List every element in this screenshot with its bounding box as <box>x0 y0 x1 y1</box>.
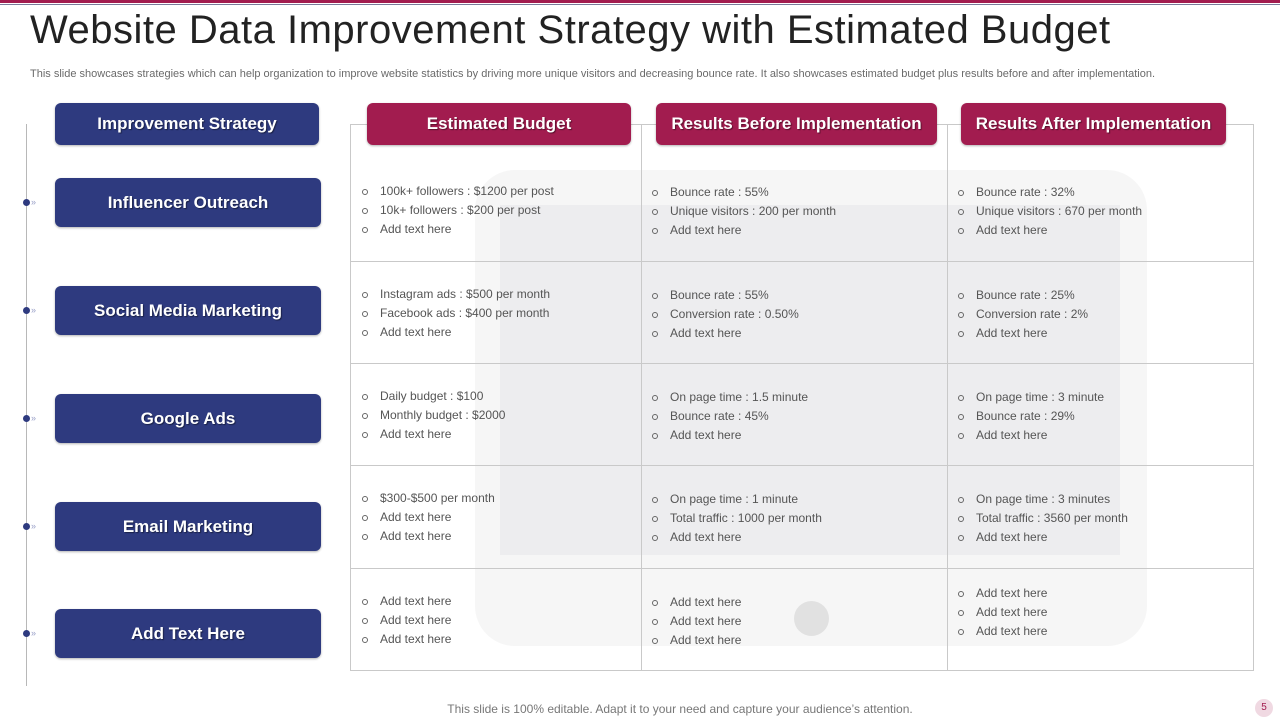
timeline-dot <box>23 199 30 206</box>
list-item: Instagram ads : $500 per month <box>360 285 550 304</box>
list-item: Add text here <box>360 508 495 527</box>
list-item: Add text here <box>360 323 550 342</box>
after-cell: On page time : 3 minutes Total traffic :… <box>956 490 1128 547</box>
list-item: Add text here <box>650 593 741 612</box>
budget-cell: 100k+ followers : $1200 per post 10k+ fo… <box>360 182 554 239</box>
after-cell: Bounce rate : 25% Conversion rate : 2% A… <box>956 286 1088 343</box>
list-item: Add text here <box>956 426 1104 445</box>
strategy-email-marketing: Email Marketing <box>55 502 321 551</box>
list-item: Add text here <box>650 426 808 445</box>
strategy-add-text-here: Add Text Here <box>55 609 321 658</box>
after-cell: On page time : 3 minute Bounce rate : 29… <box>956 388 1104 445</box>
grid-row-divider <box>350 261 1254 262</box>
list-item: Daily budget : $100 <box>360 387 505 406</box>
list-item: On page time : 1 minute <box>650 490 822 509</box>
list-item: Add text here <box>650 612 741 631</box>
list-item: 100k+ followers : $1200 per post <box>360 182 554 201</box>
header-improvement-strategy: Improvement Strategy <box>55 103 319 145</box>
grid-row-divider <box>350 363 1254 364</box>
header-results-after: Results After Implementation <box>961 103 1226 145</box>
list-item: Add text here <box>956 221 1142 240</box>
top-accent-bar <box>0 0 1280 3</box>
grid-column-divider <box>641 124 642 671</box>
grid-row-divider <box>350 465 1254 466</box>
list-item: On page time : 1.5 minute <box>650 388 808 407</box>
list-item: 10k+ followers : $200 per post <box>360 201 554 220</box>
list-item: Add text here <box>956 622 1047 641</box>
list-item: Total traffic : 3560 per month <box>956 509 1128 528</box>
list-item: Add text here <box>360 630 451 649</box>
footer-note: This slide is 100% editable. Adapt it to… <box>447 702 913 716</box>
list-item: Bounce rate : 25% <box>956 286 1088 305</box>
timeline-dot <box>23 415 30 422</box>
before-cell: Bounce rate : 55% Unique visitors : 200 … <box>650 183 836 240</box>
watermark-home-button <box>794 601 829 636</box>
budget-cell: Instagram ads : $500 per month Facebook … <box>360 285 550 342</box>
list-item: Add text here <box>650 528 822 547</box>
list-item: On page time : 3 minutes <box>956 490 1128 509</box>
page-number-badge: 5 <box>1255 699 1273 717</box>
after-cell: Add text here Add text here Add text her… <box>956 584 1047 641</box>
list-item: Conversion rate : 0.50% <box>650 305 799 324</box>
list-item: Add text here <box>360 592 451 611</box>
list-item: Add text here <box>650 324 799 343</box>
before-cell: Bounce rate : 55% Conversion rate : 0.50… <box>650 286 799 343</box>
list-item: Conversion rate : 2% <box>956 305 1088 324</box>
header-results-before: Results Before Implementation <box>656 103 937 145</box>
device-watermark <box>475 170 1147 646</box>
budget-cell: Add text here Add text here Add text her… <box>360 592 451 649</box>
list-item: Add text here <box>956 324 1088 343</box>
timeline-dot <box>23 307 30 314</box>
list-item: Add text here <box>650 221 836 240</box>
list-item: Bounce rate : 29% <box>956 407 1104 426</box>
timeline-chevron-icon: » <box>31 305 36 315</box>
list-item: Add text here <box>956 584 1047 603</box>
list-item: Bounce rate : 55% <box>650 286 799 305</box>
timeline-chevron-icon: » <box>31 628 36 638</box>
list-item: Facebook ads : $400 per month <box>360 304 550 323</box>
slide-title: Website Data Improvement Strategy with E… <box>30 8 1111 52</box>
before-cell: On page time : 1.5 minute Bounce rate : … <box>650 388 808 445</box>
strategy-influencer-outreach: Influencer Outreach <box>55 178 321 227</box>
before-cell: Add text here Add text here Add text her… <box>650 593 741 650</box>
grid-row-divider <box>350 568 1254 569</box>
budget-cell: Daily budget : $100 Monthly budget : $20… <box>360 387 505 444</box>
strategy-google-ads: Google Ads <box>55 394 321 443</box>
grid-column-divider <box>947 124 948 671</box>
list-item: Total traffic : 1000 per month <box>650 509 822 528</box>
list-item: Add text here <box>956 528 1128 547</box>
list-item: Add text here <box>956 603 1047 622</box>
list-item: Monthly budget : $2000 <box>360 406 505 425</box>
timeline-chevron-icon: » <box>31 413 36 423</box>
timeline-chevron-icon: » <box>31 197 36 207</box>
list-item: Bounce rate : 55% <box>650 183 836 202</box>
slide-subtitle: This slide showcases strategies which ca… <box>30 68 1156 80</box>
list-item: Unique visitors : 200 per month <box>650 202 836 221</box>
list-item: Add text here <box>360 527 495 546</box>
strategy-social-media-marketing: Social Media Marketing <box>55 286 321 335</box>
list-item: Bounce rate : 32% <box>956 183 1142 202</box>
timeline-chevron-icon: » <box>31 521 36 531</box>
watermark-screen <box>500 205 1120 555</box>
timeline-line <box>26 124 27 686</box>
before-cell: On page time : 1 minute Total traffic : … <box>650 490 822 547</box>
header-estimated-budget: Estimated Budget <box>367 103 631 145</box>
list-item: Add text here <box>360 611 451 630</box>
top-accent-line <box>0 4 1280 5</box>
after-cell: Bounce rate : 32% Unique visitors : 670 … <box>956 183 1142 240</box>
budget-cell: $300-$500 per month Add text here Add te… <box>360 489 495 546</box>
list-item: Add text here <box>360 425 505 444</box>
list-item: Add text here <box>360 220 554 239</box>
list-item: $300-$500 per month <box>360 489 495 508</box>
timeline-dot <box>23 630 30 637</box>
list-item: Add text here <box>650 631 741 650</box>
list-item: Unique visitors : 670 per month <box>956 202 1142 221</box>
list-item: Bounce rate : 45% <box>650 407 808 426</box>
timeline-dot <box>23 523 30 530</box>
list-item: On page time : 3 minute <box>956 388 1104 407</box>
